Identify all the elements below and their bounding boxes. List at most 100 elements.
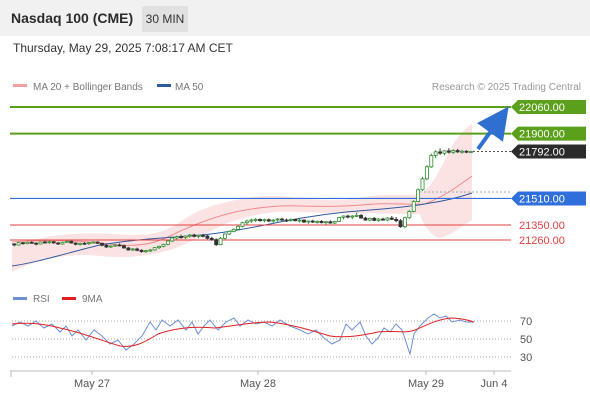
current-price-tag xyxy=(511,144,586,159)
candle xyxy=(381,217,385,221)
timeframe-button[interactable]: 30 MIN xyxy=(142,6,188,32)
candle xyxy=(104,244,109,248)
candle xyxy=(201,234,205,238)
candle xyxy=(350,215,355,220)
candle xyxy=(183,235,188,240)
x-tick-label: May 27 xyxy=(74,378,110,390)
candle xyxy=(302,219,306,224)
legend-swatch-9ma xyxy=(62,297,76,300)
candle xyxy=(117,243,122,247)
rsi-line xyxy=(11,313,474,356)
legend-label-ma20: MA 20 + Bollinger Bands xyxy=(33,82,143,93)
candle xyxy=(460,149,464,154)
candle xyxy=(126,246,131,251)
timestamp: Thursday, May 29, 2025 7:08:17 AM CET xyxy=(13,41,233,55)
rsi-9ma-line xyxy=(11,317,475,347)
candle xyxy=(446,148,451,154)
candle xyxy=(209,236,214,241)
candle xyxy=(345,214,350,219)
candle xyxy=(240,221,245,228)
candle xyxy=(130,247,135,251)
candle xyxy=(236,225,241,231)
candle xyxy=(451,149,456,154)
candle xyxy=(262,218,267,223)
candle xyxy=(179,234,183,239)
candle xyxy=(337,216,342,223)
candle xyxy=(38,241,43,245)
level-tag-21510.00: 21510.00 xyxy=(511,191,586,206)
candle xyxy=(192,233,197,238)
candle xyxy=(389,216,394,221)
candle xyxy=(218,237,223,246)
candle xyxy=(21,242,25,245)
candle xyxy=(376,218,381,222)
candle xyxy=(354,212,359,218)
candle xyxy=(258,218,262,222)
candle xyxy=(297,219,302,223)
candle xyxy=(284,218,289,223)
level-label: 21510.00 xyxy=(519,193,565,205)
candle xyxy=(416,188,421,203)
ma50-line xyxy=(11,192,473,267)
candle xyxy=(143,249,148,253)
candle xyxy=(403,216,407,229)
candle xyxy=(187,234,192,238)
current-price-marker: 21792.00 xyxy=(473,144,586,159)
candle xyxy=(394,217,399,223)
candle xyxy=(157,245,162,249)
candle xyxy=(359,214,363,219)
level-label-21260.00: 21260.00 xyxy=(519,235,565,247)
candle xyxy=(385,217,390,222)
candle xyxy=(148,248,153,252)
candle xyxy=(95,241,100,244)
chart-header-bar xyxy=(0,0,590,36)
x-axis: May 27 May 28 May 29 Jun 4 xyxy=(10,370,511,390)
candle xyxy=(407,210,412,219)
projection-arrow xyxy=(476,106,509,151)
candle xyxy=(332,220,337,225)
candle xyxy=(310,219,315,224)
candle xyxy=(12,243,17,247)
candle xyxy=(468,150,473,154)
candle xyxy=(341,215,346,220)
candle xyxy=(69,240,74,244)
legend-swatch-rsi xyxy=(13,297,27,300)
candle xyxy=(244,219,249,225)
candle xyxy=(231,228,236,233)
legend-label-9ma: 9MA xyxy=(82,294,103,305)
candle xyxy=(223,233,227,240)
candle xyxy=(152,246,157,251)
candle xyxy=(29,241,34,244)
rsi-tick-70: 70 xyxy=(520,316,532,328)
candle xyxy=(372,217,377,222)
candle xyxy=(398,219,403,228)
candle xyxy=(73,242,78,246)
candle xyxy=(424,165,429,181)
candle xyxy=(367,217,372,222)
level-label-21350.00: 21350.00 xyxy=(519,220,565,232)
candle xyxy=(363,216,368,221)
candle xyxy=(122,244,126,249)
candle xyxy=(64,240,69,243)
candle xyxy=(271,219,276,223)
level-tag-22060.00: 22060.00 xyxy=(511,100,586,114)
candle xyxy=(56,241,61,245)
candle xyxy=(411,200,416,213)
price-levels: 22060.00 21900.00 21510.00 21350.00 21260.00 xyxy=(10,100,586,247)
candle xyxy=(16,241,21,246)
candle xyxy=(306,220,311,224)
rsi-grid: 70 50 30 xyxy=(12,316,532,364)
legend-swatch-ma20 xyxy=(13,84,27,87)
candle xyxy=(161,243,166,248)
candle xyxy=(86,242,91,245)
level-tag-21900.00: 21900.00 xyxy=(511,126,586,141)
candle xyxy=(293,218,298,222)
main-legend: MA 20 + Bollinger Bands MA 50 Research ©… xyxy=(13,82,581,93)
candle xyxy=(113,243,118,247)
candle xyxy=(227,230,232,236)
candle xyxy=(464,150,469,154)
credit-text: Research © 2025 Trading Central xyxy=(432,82,581,93)
candle xyxy=(280,217,284,222)
candle xyxy=(328,220,333,224)
candle xyxy=(170,237,175,242)
